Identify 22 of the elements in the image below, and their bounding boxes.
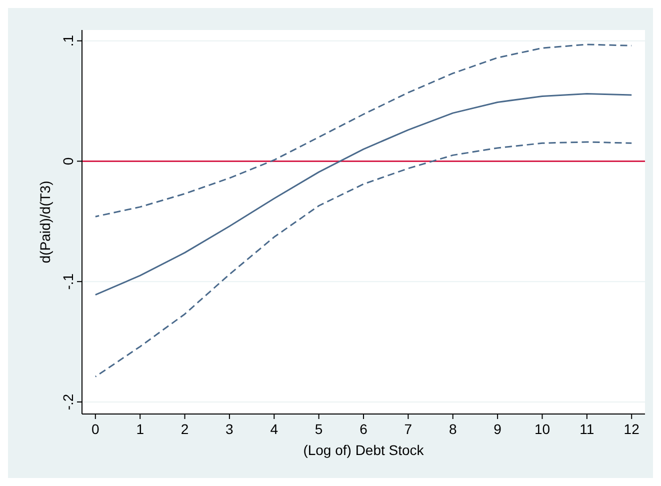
x-tick-label: 1 — [136, 421, 144, 437]
y-tick-label: .1 — [60, 34, 76, 47]
x-tick-label: 9 — [494, 421, 502, 437]
y-tick-label: -.2 — [60, 394, 76, 410]
line-series — [94, 141, 632, 378]
y-axis-title: d(Paid)/d(T3) — [37, 180, 53, 264]
line-series — [94, 44, 632, 218]
x-tick-label: 6 — [360, 421, 368, 437]
x-tick-label: 5 — [314, 421, 323, 437]
x-tick-label: 11 — [580, 421, 594, 437]
x-axis-title: (Log of) Debt Stock — [303, 442, 425, 458]
y-tick-label: -.1 — [60, 273, 76, 290]
x-tick-label: 0 — [92, 421, 100, 437]
x-tick-label: 10 — [534, 421, 550, 437]
x-tick-label: 12 — [624, 421, 640, 437]
x-tick-label: 8 — [448, 421, 457, 437]
x-tick-label: 4 — [270, 421, 278, 437]
x-tick-label: 3 — [226, 421, 234, 437]
line-series — [94, 93, 632, 296]
y-tick-label: 0 — [60, 157, 76, 166]
x-tick-label: 2 — [180, 421, 189, 437]
x-tick-label: 7 — [404, 421, 412, 437]
